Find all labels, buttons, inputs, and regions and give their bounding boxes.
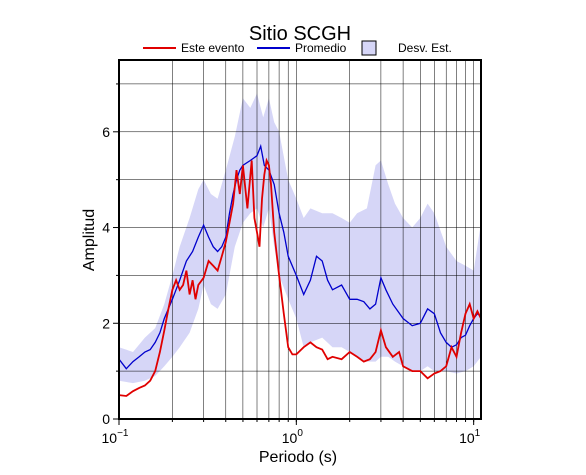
- axis-ticks: 0 2 4 6 10−1 100 101: [102, 83, 481, 446]
- y-tick-label: 0: [102, 411, 110, 427]
- x-tick-label: 101: [459, 428, 481, 446]
- y-tick-label: 6: [102, 124, 110, 140]
- plot-frame: [118, 59, 482, 420]
- legend-label-desv-est: Desv. Est.: [398, 41, 452, 55]
- y-axis-label: Amplitud: [81, 209, 98, 271]
- legend-swatch-desv-est: [361, 40, 377, 56]
- legend-label-este-evento: Este evento: [181, 41, 245, 55]
- y-tick-label: 2: [102, 315, 110, 331]
- x-tick-label: 100: [282, 428, 304, 446]
- y-tick-label: 4: [102, 220, 110, 236]
- chart-title: Sitio SCGH: [249, 23, 351, 45]
- x-axis-label: Periodo (s): [259, 449, 337, 466]
- std-dev-band: [119, 93, 481, 384]
- x-tick-label: 10−1: [102, 428, 129, 446]
- series-este-evento-line: [119, 157, 481, 397]
- legend: Este evento Promedio Desv. Est.: [143, 40, 452, 56]
- legend-label-promedio: Promedio: [295, 41, 347, 55]
- grid: [119, 60, 481, 419]
- series-promedio-line: [119, 143, 481, 370]
